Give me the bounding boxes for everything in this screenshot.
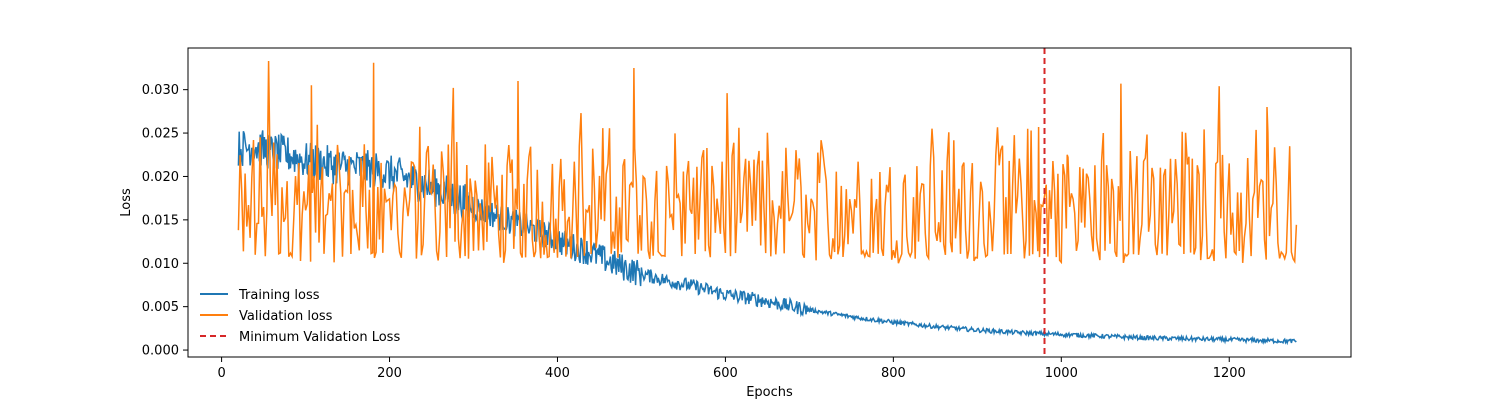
- y-axis: 0.000 0.005 0.010 0.015 0.020 0.025 0.030: [142, 83, 188, 359]
- legend-label-validation: Validation loss: [239, 309, 333, 324]
- x-axis: 0 200 400 600 800 1000 1200: [217, 357, 1246, 381]
- y-tick-label: 0.030: [142, 83, 179, 98]
- x-tick-label: 1000: [1045, 366, 1078, 381]
- y-tick-label: 0.015: [142, 213, 179, 228]
- x-tick-label: 200: [377, 366, 402, 381]
- x-axis-title: Epochs: [746, 385, 793, 400]
- legend: Training loss Validation loss Minimum Va…: [200, 288, 400, 345]
- legend-label-training: Training loss: [238, 288, 320, 303]
- plot-frame: [187, 47, 1352, 358]
- x-tick-label: 800: [881, 366, 906, 381]
- x-tick-label: 600: [713, 366, 738, 381]
- legend-label-min-val: Minimum Validation Loss: [239, 330, 400, 345]
- x-tick-label: 400: [545, 366, 570, 381]
- y-tick-label: 0.005: [142, 300, 179, 315]
- y-tick-label: 0.020: [142, 170, 179, 185]
- series-line-validation: [237, 60, 1298, 265]
- series-layer: [237, 60, 1298, 346]
- y-axis-title: Loss: [119, 188, 134, 217]
- y-tick-label: 0.000: [142, 344, 179, 359]
- x-tick-label: 1200: [1213, 366, 1246, 381]
- y-tick-label: 0.010: [142, 257, 179, 272]
- y-tick-label: 0.025: [142, 127, 179, 142]
- x-tick-label: 0: [217, 366, 225, 381]
